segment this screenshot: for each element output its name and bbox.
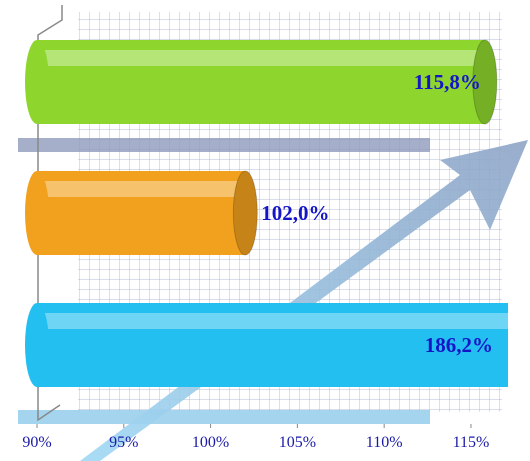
cylinder-bar [25, 39, 498, 125]
bar-cap-shade [233, 171, 258, 255]
bar-body [37, 171, 246, 255]
bar-cap-right [472, 39, 498, 125]
bar-body [37, 303, 508, 387]
bar-body [37, 40, 485, 124]
cylinder-bar [25, 170, 258, 256]
bar-cap-left [25, 40, 49, 124]
x-tick-label: 110% [366, 434, 403, 451]
bar-cap-left [25, 171, 49, 255]
decor-band [18, 138, 430, 152]
bar-highlight [37, 50, 485, 66]
plot [25, 39, 508, 387]
x-tick-label: 95% [109, 434, 138, 451]
value-label: 115,8% [414, 70, 481, 94]
value-label: 102,0% [261, 201, 329, 225]
x-tick-label: 115% [453, 434, 490, 451]
bar-highlight [37, 181, 246, 197]
x-tick-label: 90% [22, 434, 51, 451]
x-tick-label: 100% [192, 434, 229, 451]
bar-highlight [37, 313, 508, 329]
value-label: 186,2% [425, 333, 493, 357]
x-tick-label: 105% [279, 434, 316, 451]
bar-cap-right [232, 170, 258, 256]
frame [37, 5, 63, 422]
bar-cap-shade [472, 40, 497, 124]
decor-band [18, 410, 430, 424]
cylinder-bar [25, 303, 508, 387]
bar-cap-left [25, 303, 49, 387]
